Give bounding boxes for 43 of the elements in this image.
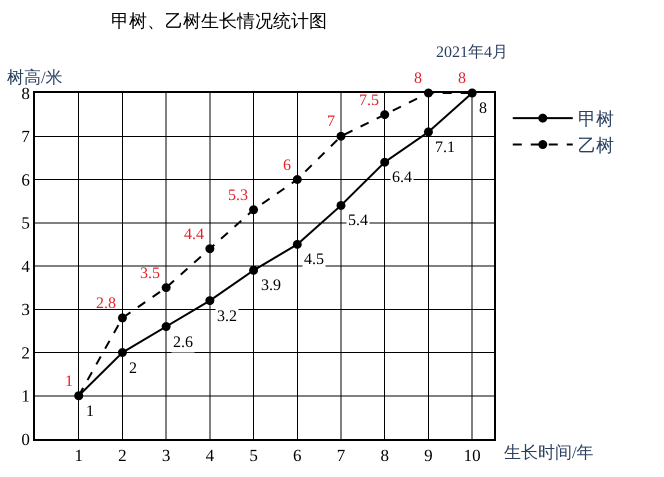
data-label: 7 <box>327 113 335 130</box>
legend-label: 甲树 <box>578 109 614 130</box>
legend-label: 乙树 <box>578 136 614 156</box>
data-label: 2.8 <box>96 295 116 312</box>
data-label: 4.5 <box>304 251 324 268</box>
x-tick-label: 2 <box>118 446 127 466</box>
data-label: 1 <box>65 373 73 390</box>
data-label: 5.4 <box>348 212 368 229</box>
annotation: 2021年4月 <box>436 44 508 61</box>
y-tick-label: 2 <box>21 343 30 362</box>
x-tick-label: 7 <box>336 446 346 466</box>
data-label: 4.4 <box>184 226 204 243</box>
data-label: 6.4 <box>392 169 412 186</box>
x-tick-label: 10 <box>464 446 481 466</box>
y-tick-label: 5 <box>21 214 30 233</box>
x-tick-label: 8 <box>380 446 389 466</box>
data-label: 8 <box>414 70 422 87</box>
x-tick-label: 5 <box>249 446 258 466</box>
data-label: 8 <box>458 70 466 87</box>
y-tick-label: 1 <box>21 386 30 406</box>
data-label: 2 <box>129 360 137 377</box>
data-label: 3.5 <box>140 265 160 282</box>
data-label: 8 <box>479 100 487 117</box>
data-label: 1 <box>86 403 94 420</box>
data-label: 2.6 <box>173 334 193 351</box>
x-tick-label: 4 <box>206 446 215 466</box>
data-label: 5.3 <box>228 187 248 204</box>
x-tick-label: 6 <box>293 446 302 466</box>
x-tick-label: 3 <box>162 446 170 466</box>
chart-title: 甲树、乙树生长情况统计图 <box>111 10 328 31</box>
y-tick-label: 4 <box>21 256 30 276</box>
data-label: 7.5 <box>359 92 379 109</box>
y-tick-label: 3 <box>21 300 30 320</box>
data-label: 6 <box>283 157 291 174</box>
x-tick-label: 9 <box>424 446 433 466</box>
data-label: 7.1 <box>435 139 455 156</box>
y-tick-label: 0 <box>21 430 30 449</box>
x-axis-title: 生长时间/年 <box>504 443 594 462</box>
data-label: 3.2 <box>217 308 237 325</box>
x-tick-label: 1 <box>74 446 83 466</box>
data-label: 3.9 <box>261 277 281 294</box>
y-tick-label: 7 <box>21 127 30 146</box>
y-tick-label: 6 <box>21 170 30 190</box>
